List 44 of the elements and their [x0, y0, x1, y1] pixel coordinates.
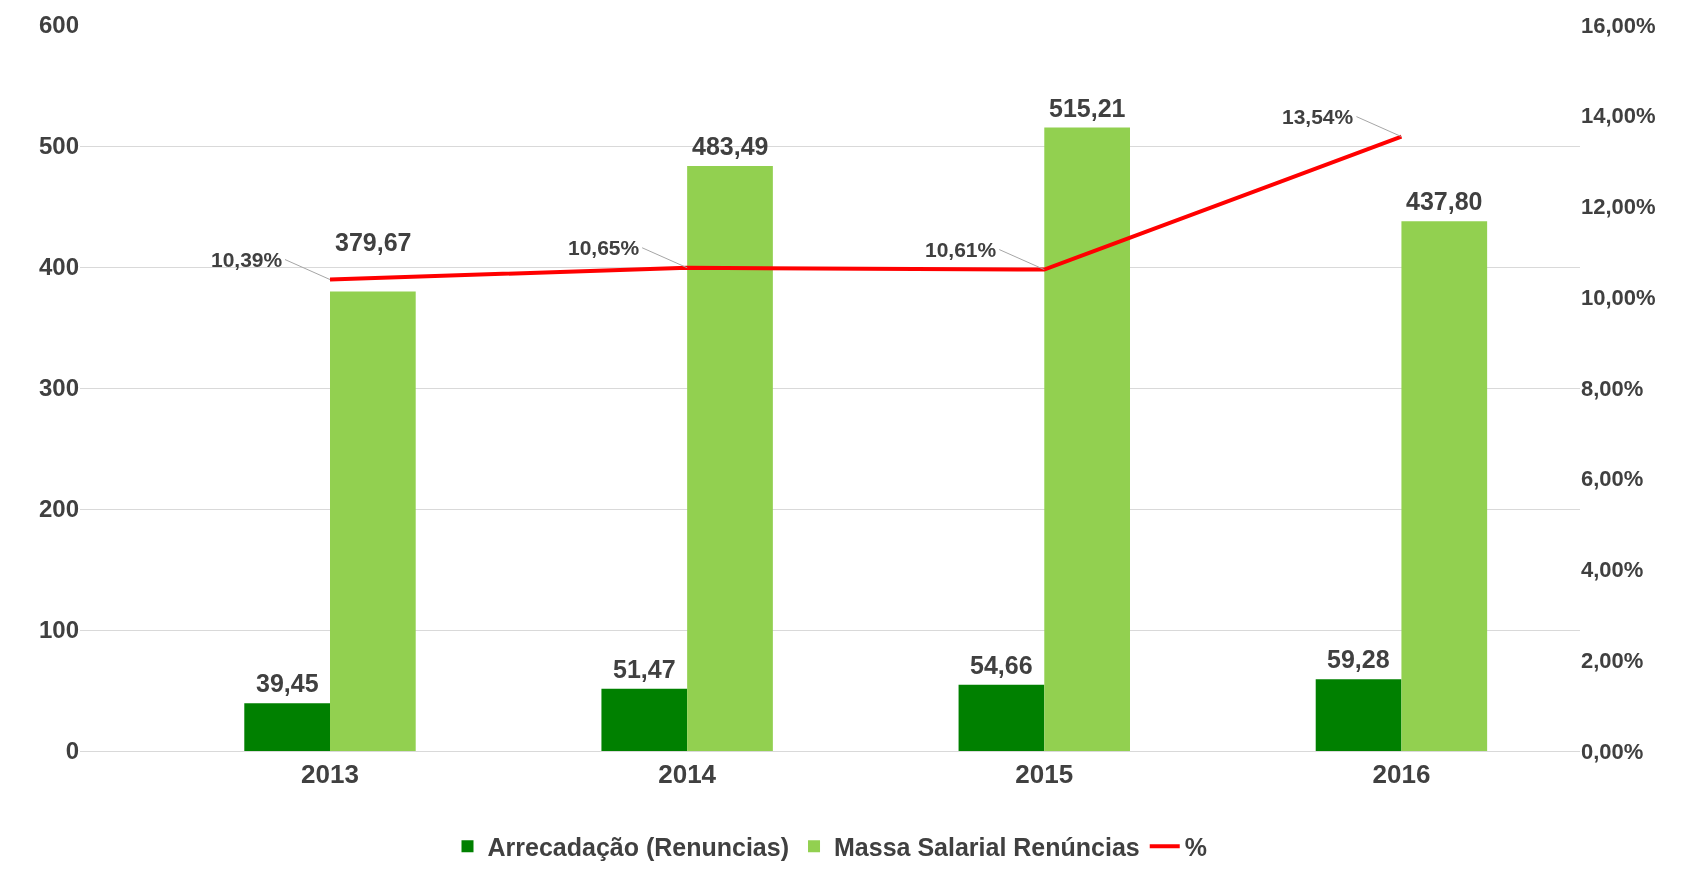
bar: [1401, 221, 1488, 751]
data-label: 10,39%: [211, 248, 283, 271]
data-label: 515,21: [1049, 94, 1126, 122]
y-tick-label: 100: [38, 616, 79, 644]
data-label: 59,28: [1327, 645, 1390, 673]
data-label: 483,49: [692, 132, 769, 160]
legend-label: %: [1184, 833, 1207, 862]
data-label: 10,61%: [925, 238, 997, 261]
y2-tick-label: 4,00%: [1581, 557, 1644, 583]
y-tick-label: 0: [65, 737, 79, 765]
bar: [601, 688, 688, 751]
line-series: [328, 134, 1404, 282]
y2-tick-label: 12,00%: [1581, 194, 1656, 220]
legend-label: Arrecadação (Renuncias): [487, 833, 790, 862]
data-label: 10,65%: [568, 236, 640, 259]
data-label: 51,47: [613, 655, 676, 683]
x-tick-label: 2014: [658, 759, 717, 790]
y2-tick-label: 10,00%: [1581, 284, 1656, 310]
y2-tick-label: 6,00%: [1581, 466, 1644, 492]
y-tick-label: 200: [38, 495, 79, 523]
bar: [330, 291, 416, 751]
y-tick-label: 500: [38, 132, 79, 160]
data-label: 13,54%: [1282, 105, 1354, 128]
data-label: 54,66: [970, 651, 1033, 679]
y2-tick-label: 14,00%: [1581, 103, 1656, 129]
legend-label: Massa Salarial Renúncias: [834, 833, 1140, 862]
x-tick-label: 2016: [1372, 759, 1431, 790]
y2-tick-label: 2,00%: [1581, 647, 1644, 673]
y2-tick-label: 8,00%: [1581, 375, 1644, 401]
bar: [244, 703, 330, 751]
bar: [958, 684, 1045, 751]
data-label: 379,67: [335, 228, 412, 256]
bar: [687, 165, 773, 751]
bar: [1044, 127, 1130, 751]
y2-tick-label: 16,00%: [1581, 12, 1656, 38]
y-tick-label: 400: [38, 253, 79, 281]
data-label: 437,80: [1406, 187, 1483, 215]
y2-tick-label: 0,00%: [1581, 738, 1644, 764]
data-label: 39,45: [256, 669, 319, 697]
bar: [1315, 679, 1402, 751]
x-tick-label: 2015: [1015, 759, 1074, 790]
y-tick-label: 600: [38, 11, 79, 39]
x-tick-label: 2013: [301, 759, 359, 790]
y-tick-label: 300: [38, 374, 79, 402]
